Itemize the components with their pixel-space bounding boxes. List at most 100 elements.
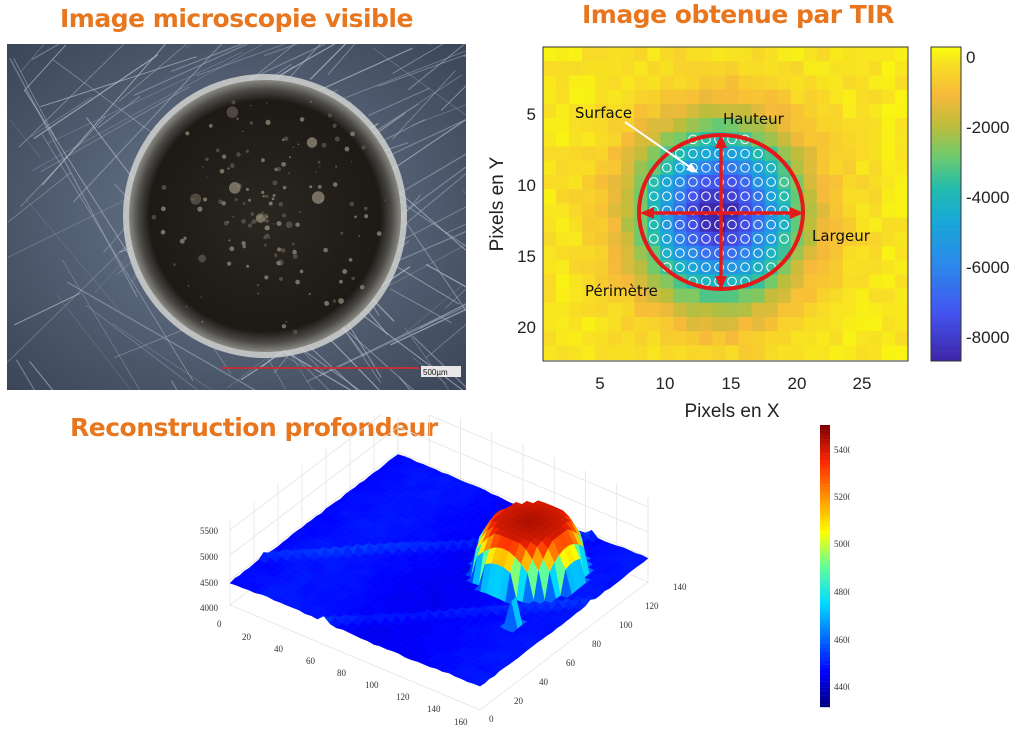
heatmap-cell <box>595 203 609 218</box>
label-largeur: Largeur <box>812 227 871 245</box>
colorbar-segment <box>931 307 961 312</box>
heatmap-cell <box>660 316 674 332</box>
heatmap-cell <box>855 288 870 304</box>
heatmap-cell <box>764 288 779 304</box>
heatmap-cell <box>660 61 674 76</box>
heatmap-cell <box>855 345 870 361</box>
colorbar-segment <box>820 563 830 567</box>
heatmap-cell <box>881 288 896 304</box>
colorbar-segment <box>931 50 961 54</box>
colorbar-segment <box>820 594 830 598</box>
colorbar-tick: 4800 <box>834 587 850 597</box>
heatmap-cell <box>556 47 570 62</box>
heatmap-cell <box>569 160 583 176</box>
heatmap-cell <box>894 288 909 304</box>
heatmap-cell <box>582 245 596 261</box>
heatmap-cell <box>816 203 831 218</box>
y-axis: 5 10 15 20 Pixels en Y <box>487 105 536 337</box>
heatmap-cell <box>842 189 857 204</box>
colorbar-segment <box>820 636 830 640</box>
heatmap-cell <box>621 118 635 133</box>
pixel-marker <box>766 177 776 187</box>
heatmap-cell <box>608 316 622 332</box>
heatmap-cell <box>582 47 596 62</box>
colorbar-segment <box>820 608 830 612</box>
colorbar-segment <box>820 549 830 553</box>
colorbar-frame <box>930 46 962 362</box>
heatmap-cell <box>855 61 870 76</box>
pixel-marker <box>649 234 659 244</box>
heatmap-cell <box>712 103 726 119</box>
heatmap-cell <box>595 302 609 318</box>
heatmap-cell <box>738 103 753 119</box>
heatmap-cell <box>595 160 609 176</box>
pixel-marker <box>714 177 724 187</box>
pixel-marker <box>675 177 685 187</box>
heatmap-cell <box>608 245 622 261</box>
heatmap-cell <box>738 118 753 133</box>
heatmap-cell <box>790 302 805 318</box>
colorbar-segment <box>820 684 830 688</box>
heatmap-cell <box>595 103 609 119</box>
heatmap-cell <box>881 231 896 247</box>
heatmap-cell <box>647 103 661 119</box>
x-tick: 25 <box>853 374 872 393</box>
pixel-marker <box>727 234 737 244</box>
pixel-marker <box>727 276 737 287</box>
colorbar-segment <box>820 458 830 462</box>
heatmap-cell <box>868 203 883 218</box>
tir-title: Image obtenue par TIR <box>582 0 894 29</box>
colorbar-segment <box>820 484 830 488</box>
heatmap-cell <box>829 302 844 318</box>
colorbar-segment <box>820 498 830 502</box>
microscopy-title: Image microscopie visible <box>60 4 413 33</box>
heatmap-cell <box>608 146 622 162</box>
heatmap-cell <box>712 61 726 76</box>
pixel-marker <box>662 248 672 258</box>
pixel-marker <box>688 177 698 187</box>
heatmap-cell <box>725 61 740 76</box>
pixel-marker <box>753 177 763 187</box>
heatmap-cell <box>777 316 792 332</box>
heatmap-cell <box>751 89 766 105</box>
heatmap-cell <box>829 260 844 275</box>
colorbar-segment <box>931 232 961 236</box>
colorbar-segment <box>820 523 830 527</box>
heatmap-cell <box>725 47 740 62</box>
heatmap-cell <box>569 103 583 119</box>
heatmap-cell <box>686 89 700 105</box>
heatmap-cell <box>621 288 635 304</box>
heatmap-cell <box>543 189 557 204</box>
heatmap-cell <box>686 118 700 133</box>
heatmap-cell <box>556 61 570 76</box>
heatmap-cell <box>738 316 753 332</box>
y-tick: 20 <box>517 318 536 337</box>
pixel-marker <box>701 148 711 159</box>
colorbar-segment <box>931 339 961 343</box>
colorbar-segment <box>820 616 830 620</box>
colorbar-segment <box>820 532 830 536</box>
y-tick: 100 <box>619 620 633 630</box>
heatmap-cell <box>855 160 870 176</box>
heatmap-cell <box>751 103 766 119</box>
heatmap-cell <box>790 160 805 176</box>
colorbar-segment <box>820 647 830 651</box>
y-tick: 80 <box>592 639 602 649</box>
heatmap-cell <box>543 316 557 332</box>
heatmap-cell <box>829 160 844 176</box>
colorbar-segment <box>931 191 961 195</box>
colorbar-tick: -2000 <box>966 118 1009 137</box>
x-tick: 80 <box>337 668 347 678</box>
heatmap-cell <box>816 189 831 204</box>
colorbar-segment <box>931 175 961 180</box>
heatmap-cell <box>894 302 909 318</box>
heatmap-cell <box>842 174 857 190</box>
heatmap-cell <box>608 288 622 304</box>
heatmap-cell <box>803 89 818 105</box>
pixel-marker <box>740 177 750 187</box>
heatmap-cell <box>660 331 674 346</box>
heatmap-cell <box>569 302 583 318</box>
colorbar-segment <box>820 554 830 558</box>
colorbar-segment <box>820 529 830 533</box>
surface-mesh <box>229 454 649 687</box>
